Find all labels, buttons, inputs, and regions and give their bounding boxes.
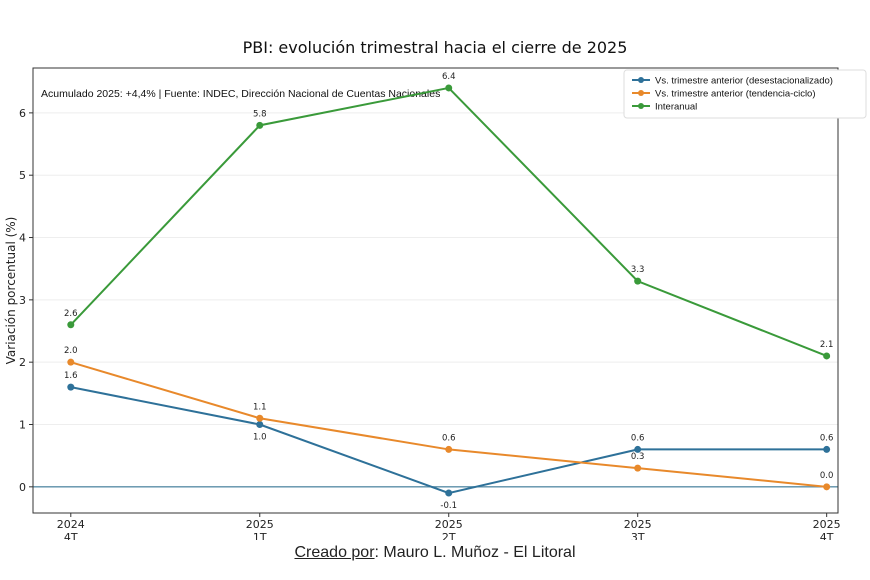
data-label: 6.4: [442, 72, 456, 82]
legend-label: Vs. trimestre anterior (desestacionaliza…: [655, 76, 833, 87]
data-point: [256, 121, 264, 129]
x-tick-label-quarter: 4T: [820, 531, 834, 540]
data-point: [823, 445, 831, 453]
y-tick-label: 4: [19, 232, 26, 245]
y-axis-label: Variación porcentual (%): [4, 217, 18, 365]
data-point: [445, 489, 453, 497]
data-label: -0.1: [440, 501, 457, 511]
data-point: [823, 352, 831, 360]
chart-title: PBI: evolución trimestral hacia el cierr…: [243, 38, 628, 57]
legend-swatch-marker: [638, 103, 644, 109]
y-tick-label: 3: [19, 294, 26, 307]
y-tick-label: 0: [19, 481, 26, 494]
data-label: 3.3: [631, 265, 645, 275]
data-point: [634, 445, 642, 453]
data-point: [445, 445, 453, 453]
data-point: [634, 464, 642, 472]
data-point: [67, 383, 75, 391]
data-label: 0.6: [631, 433, 645, 443]
x-tick-label-quarter: 1T: [253, 531, 267, 540]
x-tick-label-year: 2025: [435, 518, 463, 531]
data-point: [634, 277, 642, 285]
credit: Creado por: Mauro L. Muñoz - El Litoral: [0, 544, 870, 562]
legend-box: [623, 69, 867, 119]
legend-label: Interanual: [655, 102, 697, 113]
data-label: 0.3: [631, 452, 645, 462]
data-label: 0.0: [820, 471, 834, 481]
x-tick-label-quarter: 3T: [631, 531, 645, 540]
series-line: [70, 86, 828, 357]
x-tick-label-year: 2025: [246, 518, 274, 531]
data-point: [823, 483, 831, 491]
legend-swatch-marker: [638, 77, 644, 83]
y-tick-label: 1: [19, 418, 26, 431]
data-label: 5.8: [253, 109, 267, 119]
data-label: 2.6: [64, 309, 78, 319]
y-tick-label: 5: [19, 169, 26, 182]
data-label: 1.1: [253, 402, 267, 412]
data-point: [67, 358, 75, 366]
legend-swatch-marker: [638, 90, 644, 96]
data-label: 2.1: [820, 340, 834, 350]
credit-suffix: : Mauro L. Muñoz - El Litoral: [374, 544, 576, 561]
data-label: 1.0: [253, 432, 267, 442]
data-label: 1.6: [64, 371, 78, 381]
chart: PBI: evolución trimestral hacia el cierr…: [4, 38, 867, 544]
plot-frame: [32, 67, 839, 514]
data-point: [445, 84, 453, 92]
x-tick-label-quarter: 2T: [442, 531, 456, 540]
legend-label: Vs. trimestre anterior (tendencia-ciclo): [655, 89, 816, 100]
data-point: [256, 414, 264, 422]
credit-prefix: Creado por: [294, 544, 375, 561]
x-tick-label-quarter: 4T: [64, 531, 78, 540]
x-tick-label-year: 2025: [813, 518, 841, 531]
data-point: [67, 321, 75, 329]
x-tick-label-year: 2025: [624, 518, 652, 531]
y-tick-label: 2: [19, 356, 26, 369]
x-tick-label-year: 2024: [57, 518, 85, 531]
data-label: 0.6: [820, 433, 834, 443]
data-label: 0.6: [442, 433, 456, 443]
data-point: [256, 420, 264, 428]
y-tick-label: 6: [19, 107, 26, 120]
data-label: 2.0: [64, 346, 78, 356]
annotation: Acumulado 2025: +4,4% | Fuente: INDEC, D…: [41, 88, 440, 100]
